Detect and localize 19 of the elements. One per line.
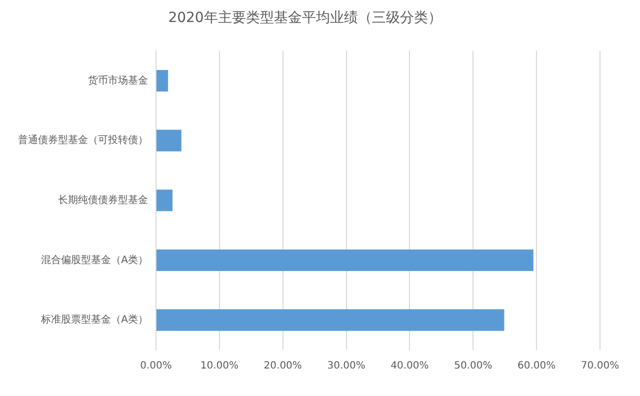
- y-tick-label: 标准股票型基金（A类）: [40, 314, 148, 326]
- x-tick-label: 0.00%: [140, 360, 172, 372]
- x-tick-label: 60.00%: [518, 360, 556, 372]
- bar: [156, 70, 168, 92]
- bar: [156, 130, 182, 152]
- x-tick-label: 10.00%: [200, 360, 238, 372]
- x-tick-label: 40.00%: [390, 360, 429, 372]
- x-tick-label: 70.00%: [580, 360, 620, 372]
- chart-title: 2020年主要类型基金平均业绩（三级分类）: [168, 10, 442, 26]
- x-tick-label: 20.00%: [264, 360, 302, 372]
- x-tick-label: 50.00%: [454, 360, 492, 372]
- y-tick-label: 混合偏股型基金（A类）: [41, 254, 148, 266]
- bar: [156, 190, 172, 212]
- y-tick-label: 普通债券型基金（可投转债）: [18, 134, 148, 146]
- bar: [156, 309, 504, 331]
- y-tick-label: 货币市场基金: [88, 74, 148, 86]
- bar: [156, 249, 534, 272]
- y-tick-label: 长期纯债债券型基金: [58, 194, 148, 206]
- x-tick-label: 30.00%: [327, 360, 366, 372]
